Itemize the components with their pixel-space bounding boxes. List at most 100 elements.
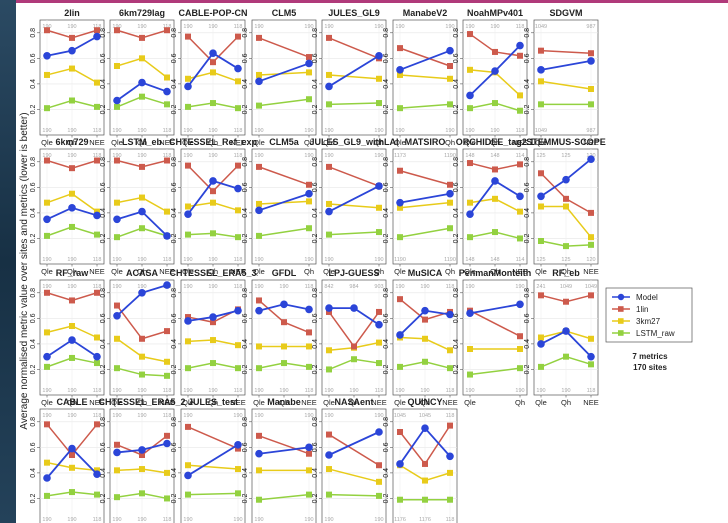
count-label-top: 1049 [585,284,597,290]
data-point-1lin [164,157,170,164]
data-point-model [446,189,454,198]
data-point-lstm-raw [492,229,498,236]
count-label-bottom: 1176 [419,517,431,523]
data-point-model [325,207,333,216]
y-tick-label: 0.8 [242,288,249,298]
y-tick-label: 0.2 [383,104,390,114]
y-tick-label: 0.8 [524,28,531,38]
count-label-bottom: 190 [137,128,146,134]
data-point-lstm-raw [94,103,100,110]
x-tick-label: Qle [253,398,265,407]
data-point-model [43,352,51,361]
count-label-top: 190 [233,413,242,419]
panel-title: ORCHIDEE_tag2.1 [456,137,535,147]
count-label-top: 190 [324,24,333,30]
data-point-model [375,182,383,190]
data-point-3km27 [94,208,100,215]
count-label-bottom: 190 [137,257,146,263]
series-line-3km27 [328,468,380,483]
data-point-lstm-raw [235,234,241,241]
count-label-top: 190 [324,153,333,159]
x-tick-label: Qh [304,138,314,147]
x-tick-label: Qh [279,398,289,407]
y-tick-label: 0.4 [242,79,249,89]
count-label-top: 190 [254,413,263,419]
data-point-model [138,207,146,216]
data-point-model [446,310,454,319]
data-point-1lin [326,308,332,315]
data-point-3km27 [210,199,216,206]
data-point-1lin [538,292,544,299]
x-tick-label: Qle [535,267,547,276]
count-label-bottom: 190 [374,517,383,523]
data-point-1lin [397,167,403,174]
data-point-1lin [517,333,523,340]
series-line-model [187,444,239,477]
data-point-3km27 [44,329,50,336]
data-point-3km27 [517,346,523,352]
panel-rf-eb: RF_eb 0.2 0.4 0.6 0.8 241 1049 1049 190 190 118 Qle… [524,268,599,407]
data-point-3km27 [588,234,594,241]
count-label-bottom: 190 [349,388,358,394]
legend-label: 1lin [636,305,648,314]
x-tick-label: Qh [137,138,147,147]
data-point-1lin [376,308,382,315]
y-tick-label: 0.6 [30,313,37,323]
data-point-3km27 [326,466,332,473]
data-point-1lin [306,450,312,457]
count-label-top: 190 [112,153,121,159]
x-tick-label: Qle [464,398,476,407]
series-line-3km27 [328,203,380,209]
count-label-top: 118 [93,153,102,159]
data-point-1lin [185,33,191,40]
count-label-bottom: 190 [324,128,333,134]
y-tick-label: 0.4 [312,79,319,89]
data-point-1lin [397,45,403,52]
count-label-bottom: 118 [163,128,172,134]
y-tick-label: 0.2 [312,493,319,503]
y-tick-label: 0.6 [242,53,249,63]
count-label-top: 842 [324,284,333,290]
y-tick-label: 0.8 [100,288,107,298]
data-point-model [68,46,76,55]
data-point-1lin [210,59,216,66]
y-tick-label: 0.2 [171,364,178,374]
data-point-model [537,192,545,201]
count-label-top: 118 [234,24,243,30]
data-point-lstm-raw [306,363,312,370]
count-label-bottom: 190 [42,388,51,394]
x-tick-label: NEE [583,398,598,407]
series-line-model [540,60,592,71]
y-tick-label: 0.6 [30,53,37,63]
annotation-note: 7 metrics [632,352,668,361]
y-tick-label: 0.2 [100,233,107,243]
data-point-3km27 [185,203,191,210]
count-label-top: 190 [208,153,217,159]
count-label-top: 190 [183,24,192,30]
x-tick-label: Qle [464,267,476,276]
data-point-1lin [210,319,216,326]
data-point-lstm-raw [256,232,262,239]
data-point-1lin [256,297,262,304]
y-tick-label: 0.6 [524,53,531,63]
count-label-bottom: 190 [324,388,333,394]
x-tick-label: Qle [253,267,265,276]
count-label-bottom: 118 [587,388,596,394]
count-label-top: 190 [304,153,313,159]
data-point-lstm-raw [210,100,216,107]
data-point-model [255,77,263,86]
data-point-lstm-raw [351,356,357,363]
y-tick-label: 0.4 [30,468,37,478]
data-point-1lin [397,429,403,435]
panel-title: SDGVM [549,8,582,18]
panel-cable-pop-cn: CABLE-POP-CN 0.2 0.4 0.6 0.8 190 190 118 190 190 1… [171,8,248,147]
data-point-3km27 [306,198,312,205]
series-line-model [399,192,451,204]
data-point-1lin [281,319,287,326]
data-point-3km27 [376,75,382,82]
data-point-lstm-raw [164,101,170,108]
data-point-lstm-raw [447,365,453,372]
data-point-model [562,327,570,335]
y-tick-label: 0.8 [312,28,319,38]
y-tick-label: 0.2 [100,364,107,374]
